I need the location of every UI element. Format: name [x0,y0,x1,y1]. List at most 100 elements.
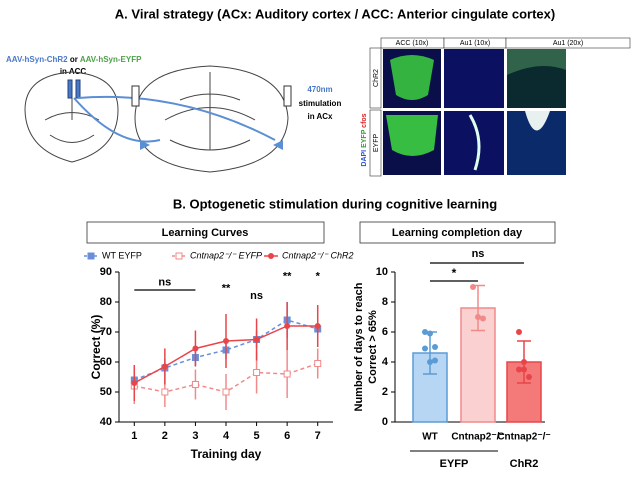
group-label: EYFP [440,458,469,470]
light-label: 470nm [307,85,332,94]
column-header [505,37,631,49]
virus-1: AAV-hSyn-ChR2 [6,55,68,64]
significance-label: * [452,266,457,280]
point [283,370,291,378]
chart-title: Learning completion day [392,227,523,239]
data-point [432,344,438,350]
legend-label: WT EYFP [102,250,142,260]
y-tick-label: 40 [100,416,112,428]
legend-label: Cntnap2⁻/⁻ EYFP [190,250,262,260]
y-tick-label: 4 [382,356,389,368]
fiber [131,85,140,107]
y-tick-label: 50 [100,386,112,398]
data-point [422,329,428,335]
legend-marker [268,253,274,259]
y-axis-label: Correct > 65% [367,310,379,384]
data-point [480,315,486,322]
x-tick-label: WT [422,432,438,443]
column-label: Au1 (10x) [460,40,490,47]
significance-label: ** [283,270,292,282]
data-point [516,329,522,335]
significance-label: * [316,270,321,282]
x-tick-label: 6 [284,430,290,442]
x-tick-label: Cntnap2⁻/⁻ [451,432,504,443]
x-tick-label: 3 [192,430,198,442]
point [222,388,230,396]
y-tick-label: 0 [382,416,388,428]
y-tick-label: 8 [382,296,388,308]
column-label: ACC (10x) [396,40,429,47]
virus-or: or [70,55,78,64]
brain-outline [24,71,119,163]
legend-label: Cntnap2⁻/⁻ ChR2 [282,250,354,260]
point [253,336,260,343]
row-label: ChR2 [373,69,380,87]
chart-title-box [86,221,325,244]
point [314,323,321,329]
virus-2: AAV-hSyn-EYFP [80,55,142,64]
legend-marker [87,252,95,260]
x-tick-label: Cntnap2⁻/⁻ [497,432,550,443]
fiber [283,85,292,107]
data-point [516,366,522,373]
x-axis-label: Training day [191,447,262,461]
virus-label: AAV-hSyn-ChR2 or AAV-hSyn-EYFP [6,55,142,64]
significance-label: ns [472,248,485,260]
y-tick-label: 60 [100,356,112,368]
x-tick-label: 4 [223,430,230,442]
brain-diagram [24,65,292,173]
data-point [432,357,438,364]
x-tick-label: 5 [254,430,260,442]
image-grid: ACC (10x) Au1 (10x) Au1 (20x) ChR2 EYFP … [361,37,631,177]
y-axis-label: Number of days to reach [353,282,365,411]
panel-b-title: B. Optogenetic stimulation during cognit… [173,196,497,211]
y-tick-label: 90 [100,266,112,278]
data-point [521,366,527,373]
data-point [475,314,481,320]
significance-label: ns [158,276,171,288]
point [191,381,199,388]
brain-outline [134,65,289,173]
syringe [67,79,73,99]
stim-label: stimulation [299,99,342,108]
data-point [427,330,433,337]
row-header [369,47,382,109]
point [314,360,322,367]
y-axis-label: Correct (%) [89,315,103,380]
chart-title-box [359,221,556,244]
point [192,345,199,352]
stain: EYFP [361,129,368,148]
legend-marker [175,252,183,260]
data-point [422,345,428,352]
column-label: Au1 (20x) [553,40,583,47]
data-point [427,359,433,365]
micrograph-signal [386,115,438,156]
micrograph-signal [390,55,434,100]
panel-a-title: A. Viral strategy (ACx: Auditory cortex … [115,6,555,21]
point [161,363,168,370]
point [253,369,261,376]
stain-label: DAPI EYFP cfos [361,113,368,166]
row-header [369,109,382,177]
group-label: ChR2 [510,458,539,470]
point [223,338,229,344]
x-tick-label: 7 [315,430,321,442]
x-tick-label: 2 [162,430,168,442]
stain: cfos [361,113,368,128]
data-point [521,359,527,365]
micrograph-signal [468,114,481,171]
y-tick-label: 70 [100,326,112,338]
y-tick-label: 10 [376,266,388,278]
chart-title: Learning Curves [162,227,249,239]
data-point [526,374,532,380]
significance-label: ns [250,290,263,302]
data-point [470,284,476,290]
micrograph-signal [525,111,550,131]
significance-label: ** [222,282,231,294]
y-tick-label: 6 [382,326,388,338]
row-label: EYFP [373,134,380,153]
stim-site [140,140,283,150]
